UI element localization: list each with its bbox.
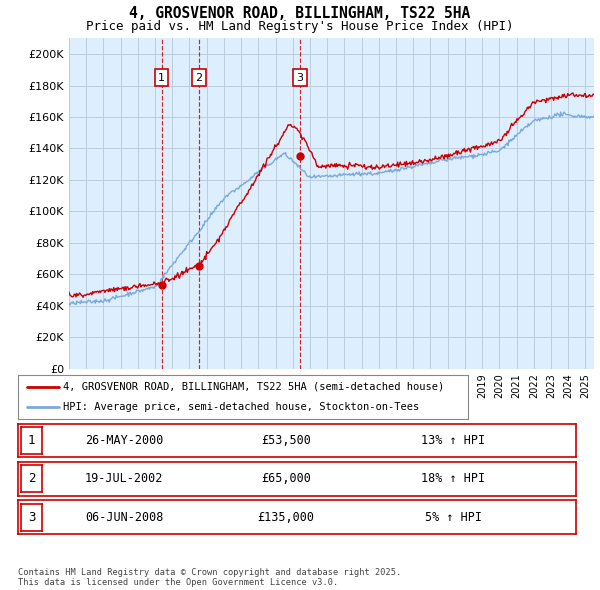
Text: 2: 2 [195, 73, 202, 83]
Text: 5% ↑ HPI: 5% ↑ HPI [425, 510, 482, 524]
Text: 13% ↑ HPI: 13% ↑ HPI [421, 434, 485, 447]
Text: 1: 1 [28, 434, 35, 447]
Text: £135,000: £135,000 [257, 510, 314, 524]
Text: 26-MAY-2000: 26-MAY-2000 [85, 434, 163, 447]
Text: 1: 1 [158, 73, 165, 83]
Text: 3: 3 [296, 73, 304, 83]
Text: £53,500: £53,500 [261, 434, 311, 447]
Text: 3: 3 [28, 510, 35, 524]
Text: Contains HM Land Registry data © Crown copyright and database right 2025.
This d: Contains HM Land Registry data © Crown c… [18, 568, 401, 587]
Text: 06-JUN-2008: 06-JUN-2008 [85, 510, 163, 524]
Text: £65,000: £65,000 [261, 472, 311, 486]
Text: HPI: Average price, semi-detached house, Stockton-on-Tees: HPI: Average price, semi-detached house,… [63, 402, 419, 412]
Text: 4, GROSVENOR ROAD, BILLINGHAM, TS22 5HA (semi-detached house): 4, GROSVENOR ROAD, BILLINGHAM, TS22 5HA … [63, 382, 444, 392]
Text: 18% ↑ HPI: 18% ↑ HPI [421, 472, 485, 486]
Text: 19-JUL-2002: 19-JUL-2002 [85, 472, 163, 486]
Text: 4, GROSVENOR ROAD, BILLINGHAM, TS22 5HA: 4, GROSVENOR ROAD, BILLINGHAM, TS22 5HA [130, 6, 470, 21]
Text: 2: 2 [28, 472, 35, 486]
Text: Price paid vs. HM Land Registry's House Price Index (HPI): Price paid vs. HM Land Registry's House … [86, 20, 514, 33]
